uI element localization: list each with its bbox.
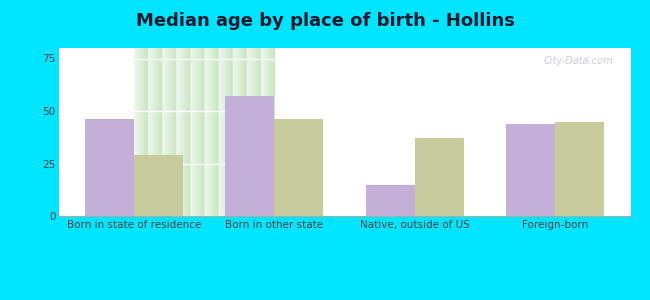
Bar (225, 96, 274, 216)
Bar (555, 122, 605, 216)
Text: Median age by place of birth - Hollins: Median age by place of birth - Hollins (136, 12, 514, 30)
Bar (84, 119, 134, 216)
Bar (365, 184, 415, 216)
Text: City-Data.com: City-Data.com (543, 56, 614, 66)
Bar (274, 119, 324, 216)
Bar (134, 155, 183, 216)
Bar (506, 124, 555, 216)
Bar (415, 138, 464, 216)
